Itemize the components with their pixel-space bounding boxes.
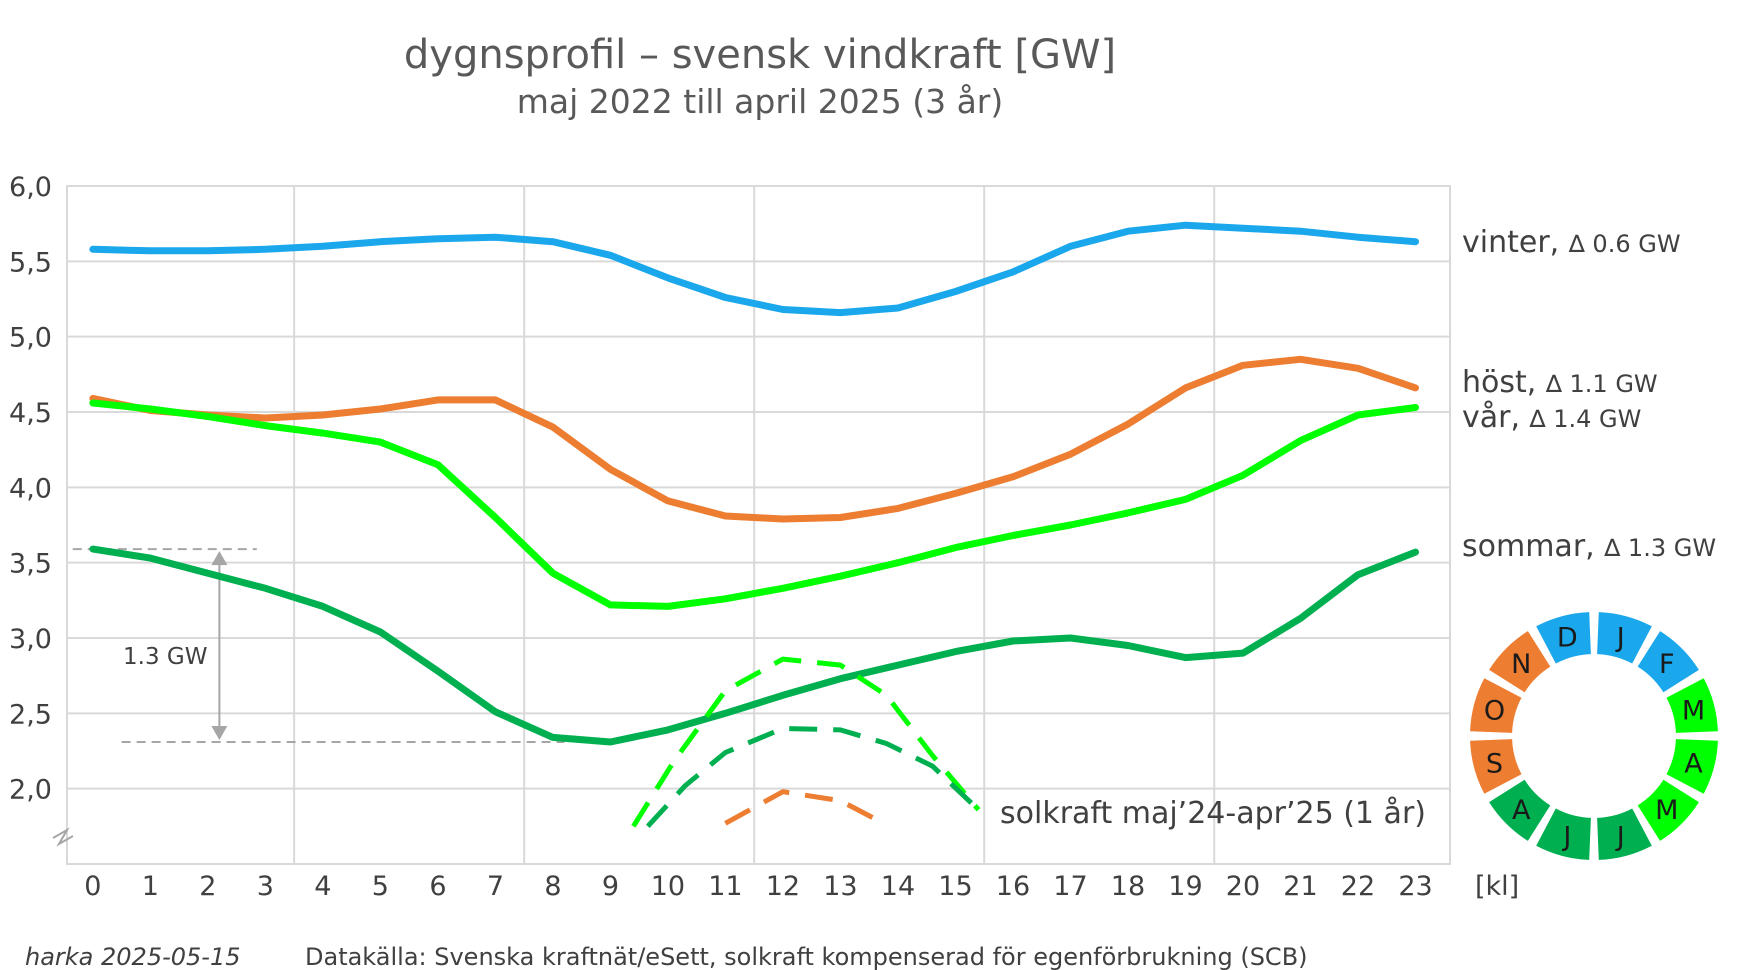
season-wheel-segment [1666, 678, 1718, 733]
season-wheel-letter: J [1615, 623, 1625, 654]
season-wheel-segment [1470, 739, 1522, 794]
y-tick-label: 4,0 [9, 473, 52, 504]
footer-source: Datakälla: Svenska kraftnät/eSett, solkr… [305, 943, 1308, 970]
x-tick-label: 14 [881, 871, 915, 902]
season-wheel-letter: S [1486, 749, 1503, 780]
season-wheel-segment [1489, 779, 1551, 841]
x-tick-label: 22 [1341, 871, 1375, 902]
x-tick-label: 0 [84, 871, 101, 902]
y-tick-label: 4,5 [9, 398, 52, 429]
season-wheel-segment [1536, 808, 1591, 860]
season-wheel-segment [1470, 678, 1522, 733]
x-tick-label: 20 [1226, 871, 1260, 902]
x-tick-label: 1 [142, 871, 159, 902]
season-wheel-letter: A [1684, 749, 1703, 780]
series-label-sommar: sommar, ∆ 1.3 GW [1462, 529, 1716, 564]
x-tick-label: 11 [708, 871, 742, 902]
x-tick-label: 10 [651, 871, 685, 902]
series-label-vinter: vinter, ∆ 0.6 GW [1462, 225, 1681, 260]
x-tick-label: 17 [1053, 871, 1087, 902]
y-tick-label: 5,0 [9, 323, 52, 354]
x-tick-label: 3 [257, 871, 274, 902]
season-wheel-segment [1536, 612, 1591, 664]
x-tick-label: 9 [602, 871, 619, 902]
chart-title: dygnsprofil – svensk vindkraft [GW] [404, 32, 1116, 78]
series-label-vår: vår, ∆ 1.4 GW [1462, 400, 1641, 435]
x-axis-ticks: 0 1 2 3 4 5 6 7 8 9 10 11 12 13 14 15 16 17 18 19 20 21 22 23 [84, 871, 1432, 902]
footer-author: harka 2025-05-15 [25, 943, 241, 970]
amplitude-arrowhead-down [211, 725, 228, 740]
x-tick-label: 2 [199, 871, 216, 902]
season-wheel-letter: F [1659, 649, 1675, 680]
x-tick-label: 4 [314, 871, 331, 902]
season-wheel-segment [1637, 631, 1699, 693]
series-line-vår [89, 399, 1419, 610]
series-line-vinter [89, 221, 1419, 317]
season-wheel-segment [1637, 779, 1699, 841]
x-tick-label: 5 [372, 871, 389, 902]
amplitude-arrowhead-up [211, 551, 228, 566]
solar-line-höst [724, 789, 882, 826]
series-line-höst [89, 355, 1419, 523]
series-line-sommar [89, 545, 1419, 746]
x-tick-label: 13 [823, 871, 857, 902]
chart-subtitle: maj 2022 till april 2025 (3 år) [517, 82, 1004, 121]
axis-break-mark [52, 827, 74, 847]
x-tick-label: 12 [766, 871, 800, 902]
series-lines [89, 221, 1419, 746]
x-tick-label: 6 [429, 871, 446, 902]
season-wheel-letter: N [1511, 649, 1531, 680]
solar-label: solkraft maj’24-apr’25 (1 år) [1000, 796, 1426, 831]
amplitude-annotation: 1.3 GW [72, 548, 565, 743]
x-tick-label: 7 [487, 871, 504, 902]
solar-lines [631, 656, 981, 828]
season-wheel-segment [1666, 739, 1718, 794]
y-tick-label: 6,0 [9, 172, 52, 203]
season-wheel-letter: M [1682, 695, 1705, 726]
x-tick-label: 19 [1168, 871, 1202, 902]
x-axis-label: [kl] [1475, 871, 1519, 902]
series-label-höst: höst, ∆ 1.1 GW [1462, 365, 1658, 400]
y-tick-label: 2,0 [9, 775, 52, 806]
season-wheel-segment [1489, 631, 1551, 693]
y-tick-label: 2,5 [9, 699, 52, 730]
solar-line-sommar [645, 725, 981, 828]
x-tick-label: 23 [1398, 871, 1432, 902]
season-wheel-letter: M [1655, 795, 1678, 826]
season-wheel-letter: J [1615, 822, 1625, 853]
x-tick-label: 21 [1283, 871, 1317, 902]
amplitude-label: 1.3 GW [123, 644, 207, 670]
season-wheel-letter: D [1557, 623, 1578, 654]
grid [52, 185, 1451, 865]
plot-frame [66, 185, 1451, 865]
y-tick-label: 3,5 [9, 549, 52, 580]
x-tick-label: 8 [544, 871, 561, 902]
y-tick-label: 3,0 [9, 624, 52, 655]
season-wheel-segment [1597, 808, 1652, 860]
season-wheel-letter: O [1484, 695, 1505, 726]
season-wheel-segment [1597, 612, 1652, 664]
x-tick-label: 15 [938, 871, 972, 902]
y-axis-ticks: 2,0 2,5 3,0 3,5 4,0 4,5 5,0 5,5 6,0 [9, 172, 52, 806]
season-wheel-letter: A [1512, 795, 1531, 826]
y-tick-label: 5,5 [9, 247, 52, 278]
season-wheel-letter: J [1561, 822, 1571, 853]
x-tick-label: 18 [1111, 871, 1145, 902]
solar-line-vår [631, 656, 981, 828]
x-tick-label: 16 [996, 871, 1030, 902]
